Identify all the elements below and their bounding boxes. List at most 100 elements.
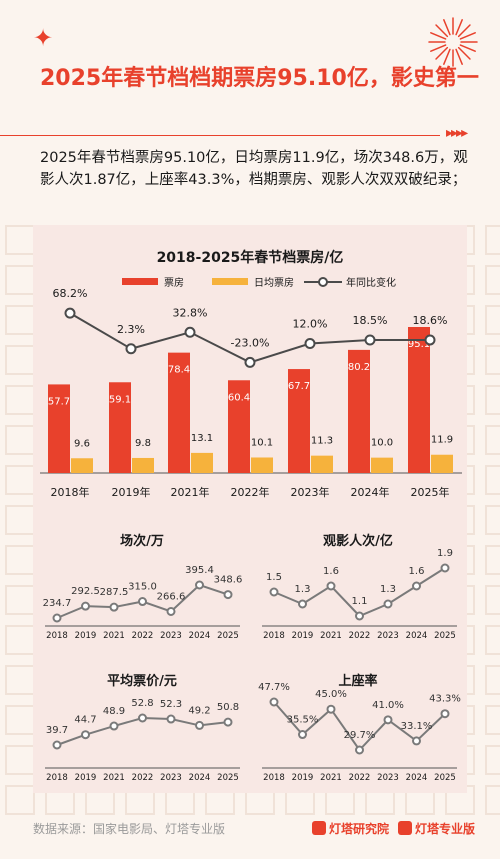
bar-label: 10.0 — [371, 438, 393, 449]
bar-label: 9.6 — [74, 438, 90, 449]
data-label: 1.9 — [437, 548, 453, 559]
firework-ray — [443, 48, 451, 65]
bg-motif — [485, 385, 500, 415]
x-tick-label: 2018 — [46, 631, 68, 641]
x-tick-label: 2023 — [377, 631, 399, 641]
data-label: 315.0 — [128, 582, 157, 593]
bg-motif — [485, 745, 500, 775]
title-divider — [0, 135, 440, 136]
series-point — [412, 736, 421, 746]
firework-ray — [459, 32, 476, 40]
chart-title: 场次/万 — [120, 533, 164, 549]
data-label: 49.2 — [188, 705, 210, 716]
arrows-icon: ▸▸▸▸ — [446, 125, 468, 141]
x-tick-label: 2024 — [406, 631, 428, 641]
x-tick-label: 2021 — [320, 631, 342, 641]
x-tick-label: 2025 — [217, 631, 239, 641]
bar-box-office — [288, 369, 310, 473]
x-tick-label: 2023年 — [291, 485, 330, 499]
yoy-label: -23.0% — [231, 336, 270, 349]
data-label: 52.3 — [160, 699, 182, 710]
data-label: 48.9 — [103, 706, 125, 717]
series-point — [326, 581, 336, 591]
series-point — [52, 740, 62, 750]
x-tick-label: 2022 — [132, 631, 154, 641]
bg-motif — [485, 425, 500, 455]
series-point — [326, 704, 336, 714]
yoy-label: 2.3% — [117, 323, 145, 336]
bg-motif — [485, 545, 500, 575]
yoy-label: 18.5% — [353, 314, 388, 327]
bar-daily — [71, 458, 93, 473]
bar-box-office — [228, 380, 250, 473]
data-label: 234.7 — [43, 598, 72, 609]
data-label: 50.8 — [217, 702, 239, 713]
data-label: 395.4 — [185, 565, 214, 576]
series-point — [269, 697, 279, 707]
x-tick-label: 2019 — [75, 631, 97, 641]
bar-label: 11.9 — [431, 435, 453, 446]
bg-motif — [485, 345, 500, 375]
series-point — [355, 611, 364, 621]
firework-ray — [455, 19, 463, 36]
data-label: 52.8 — [131, 698, 153, 709]
legend-marker — [318, 277, 328, 287]
data-label: 35.5% — [287, 715, 319, 726]
bar-label: 67.7 — [288, 381, 310, 392]
x-tick-label: 2021 — [320, 773, 342, 783]
data-label: 41.0% — [372, 700, 404, 711]
yoy-label: 18.6% — [413, 314, 448, 327]
yoy-label: 68.2% — [53, 287, 88, 300]
x-tick-label: 2023 — [160, 631, 182, 641]
firework-icon — [428, 17, 478, 67]
bg-motif — [485, 705, 500, 735]
x-tick-label: 2024 — [406, 773, 428, 783]
x-tick-label: 2025 — [217, 773, 239, 783]
yoy-point — [184, 326, 196, 338]
x-tick-label: 2018 — [263, 773, 285, 783]
x-tick-label: 2019 — [292, 773, 314, 783]
bg-motif — [485, 585, 500, 615]
firework-ray — [435, 24, 449, 38]
x-tick-label: 2019 — [75, 773, 97, 783]
chart-title: 上座率 — [338, 673, 377, 689]
bar-daily — [191, 452, 213, 473]
bg-motif — [485, 465, 500, 495]
series-point — [195, 580, 204, 590]
bar-daily — [251, 457, 273, 473]
x-tick-label: 2022 — [349, 631, 371, 641]
bar-label: 57.7 — [48, 396, 70, 407]
series-point — [81, 730, 90, 740]
x-tick-label: 2018 — [46, 773, 68, 783]
firework-ray — [459, 44, 476, 52]
bar-label: 11.3 — [311, 436, 333, 447]
x-tick-label: 2023 — [160, 773, 182, 783]
series-point — [412, 581, 421, 591]
x-tick-label: 2019年 — [112, 485, 151, 499]
data-label: 29.7% — [344, 730, 376, 741]
firework-ray — [457, 46, 471, 60]
data-label: 348.6 — [214, 575, 243, 586]
chart-title: 平均票价/元 — [107, 673, 177, 689]
series-point — [383, 715, 393, 725]
page-title: 2025年春节档档期票房95.10亿，影史第一 — [40, 66, 479, 91]
bar-label: 9.8 — [135, 438, 151, 449]
data-label: 1.6 — [409, 566, 425, 577]
x-tick-label: 2022 — [132, 773, 154, 783]
legend-label: 票房 — [164, 276, 184, 289]
series-point — [223, 717, 233, 727]
series-point — [52, 613, 62, 623]
data-label: 1.3 — [380, 584, 396, 595]
data-label: 1.5 — [266, 572, 282, 583]
bar-label: 95.1 — [408, 339, 430, 350]
series-point — [298, 599, 307, 609]
bg-motif — [485, 225, 500, 255]
data-label: 287.5 — [100, 587, 129, 598]
x-tick-label: 2024 — [189, 631, 211, 641]
bar-label: 13.1 — [191, 433, 213, 444]
data-label: 44.7 — [74, 715, 96, 726]
series-point — [223, 590, 233, 600]
series-point — [355, 745, 364, 755]
x-tick-label: 2024 — [189, 773, 211, 783]
brand-pro: 灯塔专业版 — [398, 820, 475, 837]
